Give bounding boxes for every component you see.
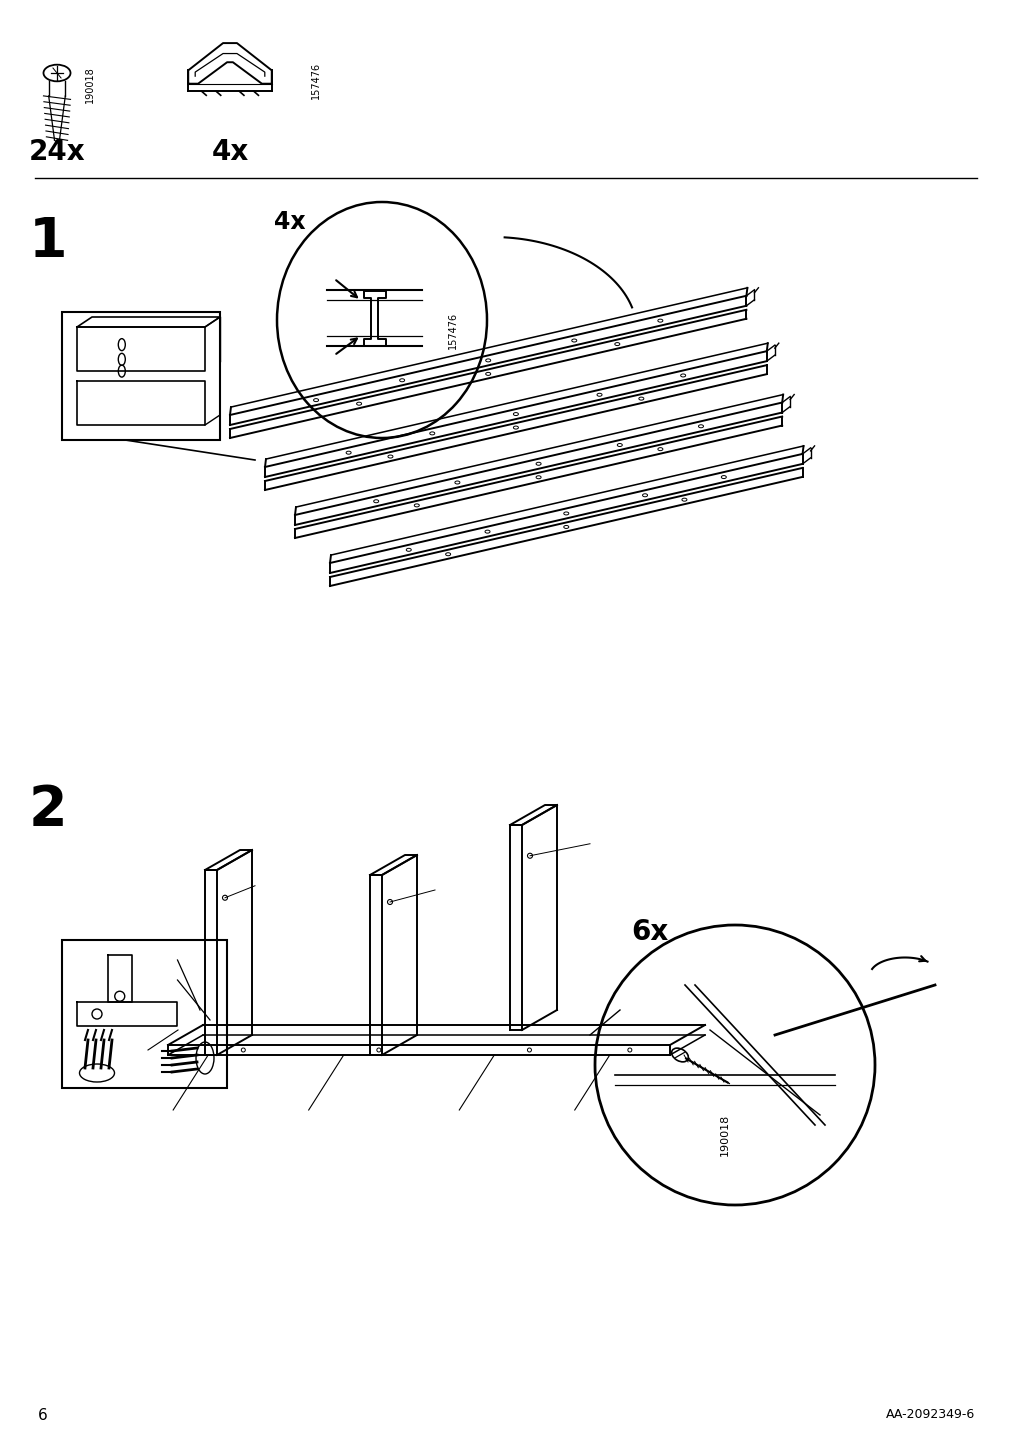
Text: 1: 1 [28, 215, 68, 269]
Text: 157476: 157476 [310, 62, 320, 99]
Text: 2: 2 [28, 783, 68, 836]
Bar [62, 939, 226, 1088]
Text: AA-2092349-6: AA-2092349-6 [885, 1409, 974, 1422]
Text: 6: 6 [38, 1408, 48, 1422]
Text: 190018: 190018 [85, 67, 95, 103]
Bar [62, 312, 219, 440]
Text: 4x: 4x [211, 137, 249, 166]
Text: 6x: 6x [631, 918, 668, 947]
Text: 4x: 4x [274, 211, 305, 233]
Text: 157476: 157476 [448, 311, 458, 348]
Text: 190018: 190018 [719, 1114, 729, 1156]
Text: 24x: 24x [28, 137, 85, 166]
